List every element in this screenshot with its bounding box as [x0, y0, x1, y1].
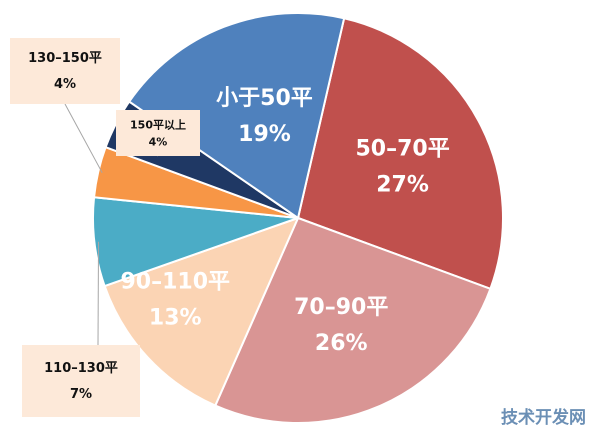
slice-value-label: 27%: [376, 172, 429, 197]
slice-name-label: 150平以上: [130, 118, 186, 132]
pie-slice: [127, 12, 346, 220]
slice-value-label: 4%: [54, 77, 76, 92]
callout-box: [10, 38, 120, 104]
slice-value-label: 4%: [149, 136, 168, 149]
slice-value-label: 13%: [149, 306, 202, 331]
slice-value-label: 19%: [238, 122, 291, 147]
pie-slices: [92, 12, 504, 424]
slice-name-label: 90–110平: [120, 270, 230, 295]
slice-name-label: 130–150平: [28, 51, 102, 66]
slice-name-label: 70–90平: [294, 295, 388, 320]
callout-box: [116, 110, 200, 156]
watermark: 技术开发网: [501, 407, 586, 428]
slice-name-label: 小于50平: [216, 86, 313, 111]
slice-name-label: 110–130平: [44, 361, 118, 376]
callout-line: [64, 103, 103, 174]
pie-labels: 50–70平 27% 70–90平 26% 90–110平 13% 110–130平 7% 13…: [10, 38, 450, 417]
callout-box: [22, 345, 140, 417]
pie-slice: [296, 17, 504, 291]
slice-value-label: 7%: [70, 387, 92, 402]
slice-name-label: 50–70平: [355, 136, 449, 161]
pie-slice: [103, 216, 300, 407]
pie-slice: [213, 216, 492, 424]
slice-value-label: 26%: [315, 331, 368, 356]
callout-line: [97, 241, 100, 346]
